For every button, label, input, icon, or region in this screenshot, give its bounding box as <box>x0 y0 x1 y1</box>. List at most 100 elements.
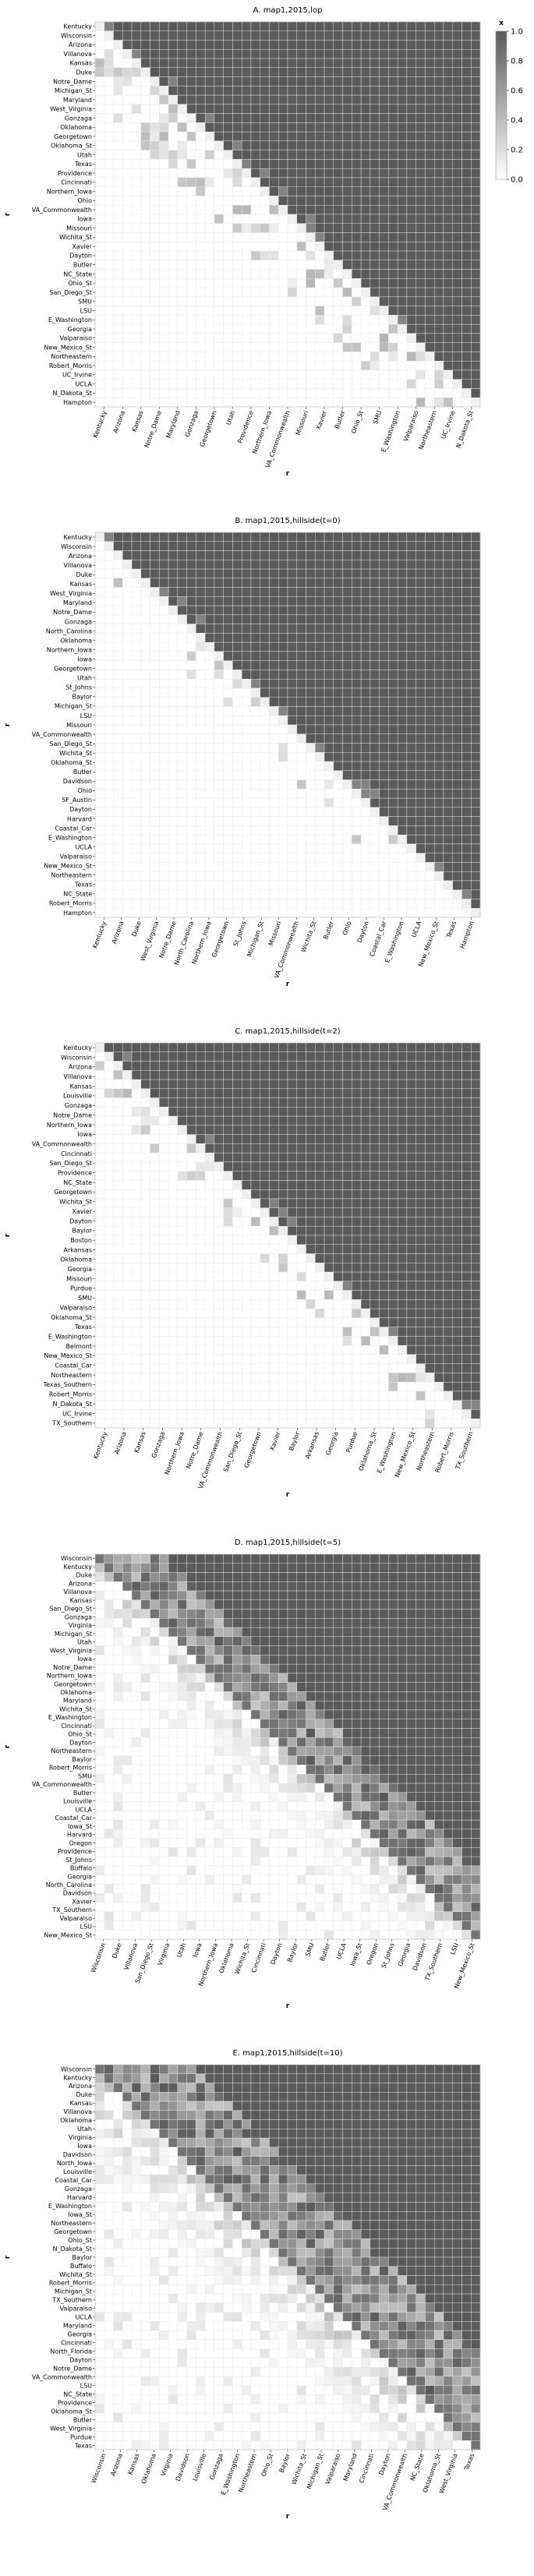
heatmap-cell <box>177 899 187 909</box>
heatmap-cell <box>287 807 297 817</box>
heatmap-cell <box>159 352 169 362</box>
heatmap-cell <box>352 1088 362 1098</box>
heatmap-cell <box>324 1042 334 1052</box>
heatmap-cell <box>471 86 481 96</box>
heatmap-cell <box>296 306 306 316</box>
heatmap-cell <box>214 113 224 123</box>
heatmap-cell <box>223 862 233 872</box>
heatmap-cell <box>433 1290 444 1300</box>
heatmap-cell <box>186 1299 196 1309</box>
heatmap-cell <box>406 260 416 270</box>
heatmap-cell <box>370 733 380 744</box>
heatmap-cell <box>287 716 297 726</box>
heatmap-cell <box>342 131 352 142</box>
heatmap-cell <box>433 541 444 551</box>
heatmap-cell <box>452 716 462 726</box>
heatmap-cell <box>150 862 160 872</box>
heatmap-cell <box>287 131 297 142</box>
heatmap-cell <box>379 352 389 362</box>
heatmap-cell <box>278 660 288 670</box>
heatmap-cell <box>260 761 270 772</box>
heatmap-cell <box>159 1299 169 1309</box>
heatmap-cell <box>250 333 260 343</box>
heatmap-cell <box>452 306 462 316</box>
x-tick-label: Ohio <box>341 921 353 937</box>
heatmap-cell <box>232 1207 242 1217</box>
heatmap-cell <box>278 733 288 744</box>
heatmap-cell <box>471 140 481 150</box>
heatmap-cell <box>306 140 316 150</box>
heatmap-cell <box>196 333 206 343</box>
heatmap-cell <box>287 67 297 77</box>
heatmap-cell <box>269 1042 279 1052</box>
heatmap-cell <box>324 214 334 224</box>
heatmap-cell <box>370 706 380 716</box>
heatmap-cell <box>425 40 435 50</box>
heatmap-cell <box>186 398 196 408</box>
heatmap-cell <box>406 550 416 560</box>
heatmap-cell <box>379 697 389 707</box>
heatmap-cell <box>397 614 408 624</box>
heatmap-cell <box>388 716 398 726</box>
heatmap-cell <box>204 1042 215 1052</box>
heatmap-cell <box>131 379 142 389</box>
heatmap-cell <box>452 596 462 606</box>
heatmap-cell <box>232 678 242 689</box>
heatmap-cell <box>278 1253 288 1263</box>
heatmap-cell <box>159 670 169 680</box>
heatmap-cell <box>443 880 453 890</box>
heatmap-cell <box>140 86 150 96</box>
heatmap-cell <box>122 1051 133 1062</box>
heatmap-cell <box>462 360 472 371</box>
heatmap-cell <box>315 651 325 661</box>
heatmap-cell <box>278 908 288 918</box>
heatmap-cell <box>140 605 150 616</box>
heatmap-cell <box>186 323 196 334</box>
heatmap-cell <box>241 1171 252 1181</box>
heatmap-cell <box>104 94 114 105</box>
heatmap-cell <box>471 716 481 726</box>
heatmap-cell <box>214 541 224 551</box>
heatmap-cell <box>94 578 104 588</box>
heatmap-cell <box>150 250 160 261</box>
heatmap-cell <box>269 1152 279 1163</box>
heatmap-cell <box>250 205 260 215</box>
heatmap-cell <box>168 568 179 579</box>
heatmap-cell <box>416 398 426 408</box>
heatmap-cell <box>324 899 334 909</box>
heatmap-cell <box>186 641 196 652</box>
heatmap-cell <box>232 1143 242 1154</box>
heatmap-cell <box>425 278 435 288</box>
heatmap-cell <box>177 1061 187 1071</box>
heatmap-cell <box>370 880 380 890</box>
heatmap-cell <box>177 1226 187 1236</box>
heatmap-cell <box>204 250 215 261</box>
heatmap-cell <box>342 1115 352 1126</box>
heatmap-cell <box>462 596 472 606</box>
heatmap-cell <box>388 122 398 133</box>
heatmap-cell <box>342 899 352 909</box>
heatmap-cell <box>352 214 362 224</box>
heatmap-cell <box>296 651 306 661</box>
heatmap-cell <box>186 242 196 252</box>
y-tick-label: San_Diego_St <box>49 289 92 296</box>
heatmap-cell <box>388 40 398 50</box>
heatmap-cell <box>452 1180 462 1190</box>
heatmap-cell <box>186 670 196 680</box>
heatmap-cell <box>370 398 380 408</box>
heatmap-cell <box>196 560 206 570</box>
heatmap-cell <box>342 641 352 652</box>
heatmap-cell <box>443 269 453 279</box>
heatmap-cell <box>315 779 325 790</box>
heatmap-cell <box>406 843 416 853</box>
heatmap-cell <box>416 889 426 899</box>
heatmap-cell <box>159 733 169 744</box>
heatmap-cell <box>168 670 179 680</box>
heatmap-cell <box>150 587 160 597</box>
heatmap-cell <box>159 113 169 123</box>
heatmap-cell <box>360 889 371 899</box>
heatmap-cell <box>113 306 123 316</box>
heatmap-cell <box>352 843 362 853</box>
heatmap-cell <box>177 58 187 69</box>
heatmap-cell <box>168 853 179 863</box>
